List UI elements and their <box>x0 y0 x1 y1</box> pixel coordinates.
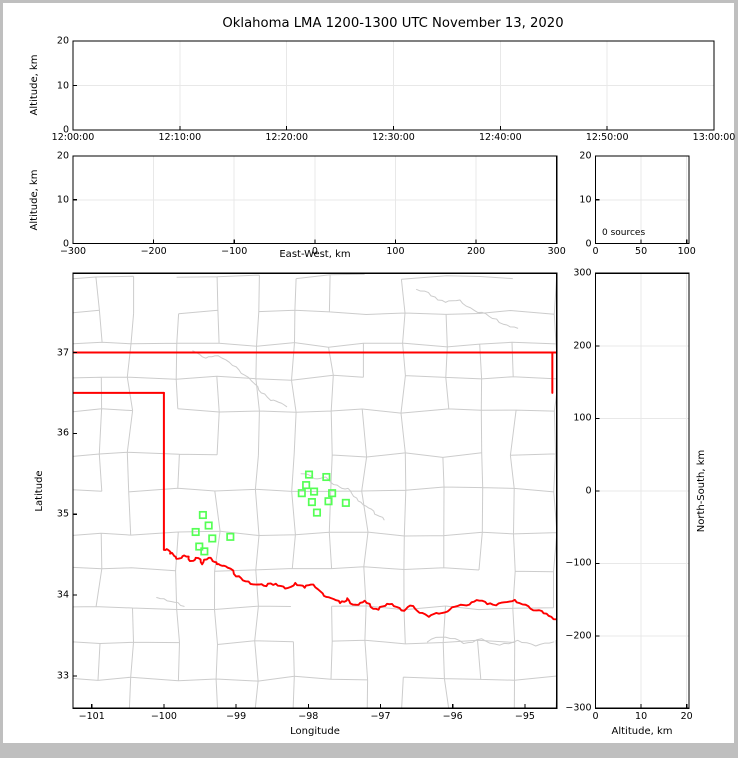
station-marker <box>191 527 200 537</box>
station-marker <box>226 532 235 541</box>
station-marker <box>302 481 311 490</box>
station-marker <box>322 472 331 482</box>
station-marker <box>328 489 337 498</box>
station-marker <box>204 521 213 530</box>
lma-station-markers <box>191 470 350 556</box>
station-marker <box>341 498 350 507</box>
figure-canvas <box>3 3 734 743</box>
station-marker <box>304 470 314 479</box>
station-marker <box>195 542 204 551</box>
station-marker <box>310 487 319 496</box>
station-marker <box>324 497 333 506</box>
station-marker <box>297 489 306 498</box>
station-marker <box>307 498 316 507</box>
station-marker <box>208 534 217 543</box>
station-marker <box>312 508 322 517</box>
station-marker <box>200 547 209 556</box>
station-marker <box>198 510 207 520</box>
